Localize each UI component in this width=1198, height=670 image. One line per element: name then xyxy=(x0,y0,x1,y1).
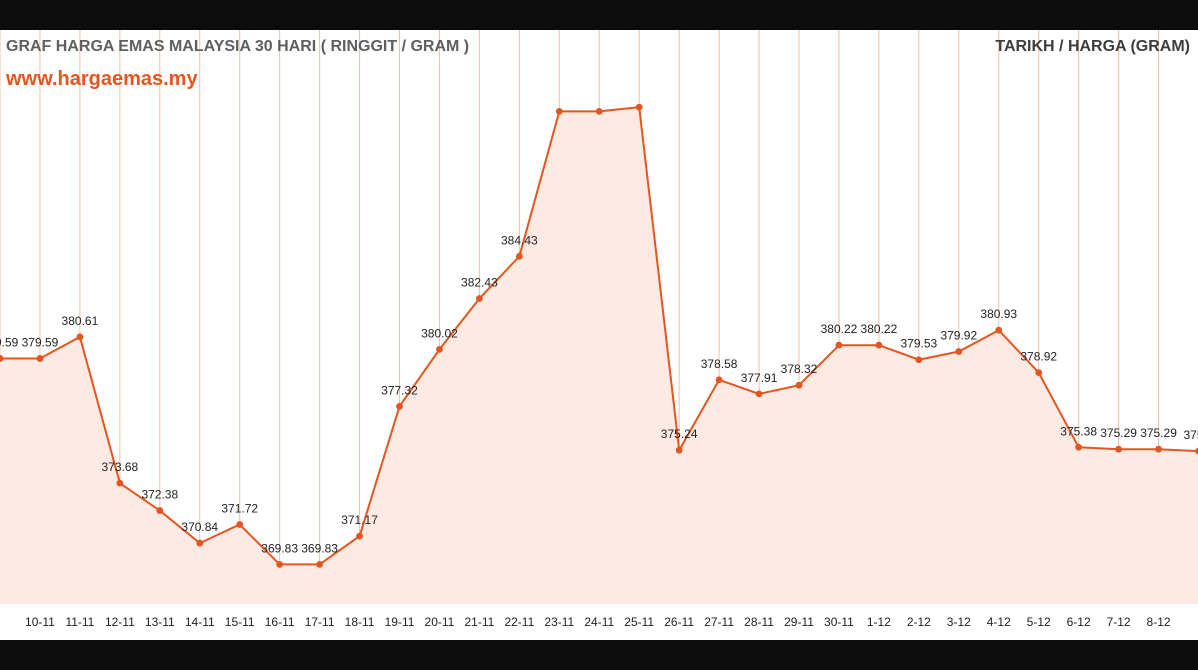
data-label: 379.53 xyxy=(900,337,937,351)
data-point xyxy=(356,532,363,540)
price-area-fill xyxy=(0,107,1198,604)
data-point xyxy=(1155,445,1162,453)
data-labels: 379.59379.59380.61373.68372.38370.84371.… xyxy=(0,233,1198,555)
data-label: 375.2 xyxy=(1183,428,1198,442)
x-tick-label: 23-11 xyxy=(544,615,574,629)
x-tick-label: 8-12 xyxy=(1147,615,1171,629)
x-tick-label: 29-11 xyxy=(784,615,814,629)
data-point xyxy=(995,326,1003,334)
data-points xyxy=(0,103,1198,568)
x-tick-label: 28-11 xyxy=(744,615,774,629)
data-label: 380.93 xyxy=(980,307,1017,321)
x-tick-label: 25-11 xyxy=(624,615,654,629)
data-point xyxy=(795,381,803,389)
data-label: 377.32 xyxy=(381,383,418,397)
data-label: 371.17 xyxy=(341,513,378,527)
x-tick-label: 19-11 xyxy=(385,615,415,629)
data-point xyxy=(1075,443,1083,451)
x-tick-label: 5-12 xyxy=(1027,615,1051,629)
data-point xyxy=(755,390,763,398)
data-label: 378.32 xyxy=(781,362,818,376)
x-tick-label: 10-11 xyxy=(25,615,55,629)
data-point xyxy=(955,348,963,355)
x-tick-label: 4-12 xyxy=(987,615,1011,629)
x-axis-ticks: 10-11 11-11 12-11 13-11 14-11 15-11 16-11 17-11… xyxy=(25,615,1171,629)
x-tick-label: 11-11 xyxy=(65,615,94,629)
x-tick-label: 15-11 xyxy=(225,615,255,629)
data-point xyxy=(515,252,523,260)
data-label: 371.72 xyxy=(221,502,258,516)
data-point xyxy=(276,560,284,568)
data-point xyxy=(595,107,603,115)
data-point xyxy=(236,521,244,528)
data-label: 378.58 xyxy=(701,357,738,371)
data-label: 375.24 xyxy=(661,427,698,441)
x-tick-label: 17-11 xyxy=(305,615,335,629)
gold-price-chart: 379.59379.59380.61373.68372.38370.84371.… xyxy=(0,30,1198,629)
data-label: 380.22 xyxy=(861,322,898,336)
data-point xyxy=(0,355,4,362)
data-label: 379.92 xyxy=(940,328,977,342)
x-tick-label: 6-12 xyxy=(1067,615,1091,629)
data-label: 375.29 xyxy=(1140,426,1177,440)
data-point xyxy=(555,107,563,115)
chart-panel: 379.59379.59380.61373.68372.38370.84371.… xyxy=(0,30,1198,640)
x-tick-label: 1-12 xyxy=(867,615,891,629)
data-label: 382.43 xyxy=(461,276,498,290)
x-tick-label: 14-11 xyxy=(185,615,215,629)
data-label: 370.84 xyxy=(181,520,218,534)
data-label: 380.02 xyxy=(421,326,458,340)
x-tick-label: 16-11 xyxy=(265,615,295,629)
data-point xyxy=(1035,369,1043,376)
x-tick-label: 2-12 xyxy=(907,615,931,629)
data-label: 375.38 xyxy=(1060,424,1097,438)
data-label: 379.59 xyxy=(22,335,59,349)
data-point xyxy=(396,402,403,410)
x-tick-label: 12-11 xyxy=(105,615,135,629)
data-point xyxy=(116,479,124,487)
data-label: 377.91 xyxy=(741,371,778,385)
data-point xyxy=(875,341,883,349)
data-label: 379.59 xyxy=(0,335,19,349)
x-tick-label: 26-11 xyxy=(664,615,694,629)
data-label: 369.83 xyxy=(261,541,298,555)
data-point xyxy=(835,341,843,349)
data-label: 380.61 xyxy=(62,314,99,328)
x-tick-label: 3-12 xyxy=(947,615,971,629)
data-point xyxy=(316,560,323,568)
data-point xyxy=(36,355,44,362)
data-point xyxy=(1195,447,1198,455)
data-label: 378.92 xyxy=(1020,350,1057,364)
data-point xyxy=(436,345,443,353)
x-tick-label: 30-11 xyxy=(824,615,854,629)
data-point xyxy=(715,376,723,384)
x-tick-label: 13-11 xyxy=(145,615,175,629)
data-point xyxy=(1115,445,1122,453)
data-point xyxy=(76,333,84,341)
x-tick-label: 27-11 xyxy=(704,615,734,629)
data-point xyxy=(476,295,483,302)
data-point xyxy=(915,356,923,364)
data-label: 369.83 xyxy=(301,541,338,555)
data-label: 384.43 xyxy=(501,233,538,247)
data-label: 375.29 xyxy=(1100,426,1137,440)
x-tick-label: 18-11 xyxy=(345,615,375,629)
data-point xyxy=(156,507,164,514)
chart-title: GRAF HARGA EMAS MALAYSIA 30 HARI ( RINGG… xyxy=(6,38,470,55)
data-label: 373.68 xyxy=(101,460,138,474)
x-tick-label: 20-11 xyxy=(425,615,455,629)
legend-label: TARIKH / HARGA (GRAM) xyxy=(995,38,1190,55)
data-point xyxy=(635,103,643,111)
x-tick-label: 7-12 xyxy=(1107,615,1131,629)
data-label: 380.22 xyxy=(821,322,858,336)
x-tick-label: 24-11 xyxy=(584,615,614,629)
data-point xyxy=(196,539,204,547)
x-tick-label: 22-11 xyxy=(504,615,534,629)
data-point xyxy=(675,446,683,454)
x-tick-label: 21-11 xyxy=(464,615,494,629)
site-link[interactable]: www.hargaemas.my xyxy=(6,68,198,90)
data-label: 372.38 xyxy=(141,488,178,502)
